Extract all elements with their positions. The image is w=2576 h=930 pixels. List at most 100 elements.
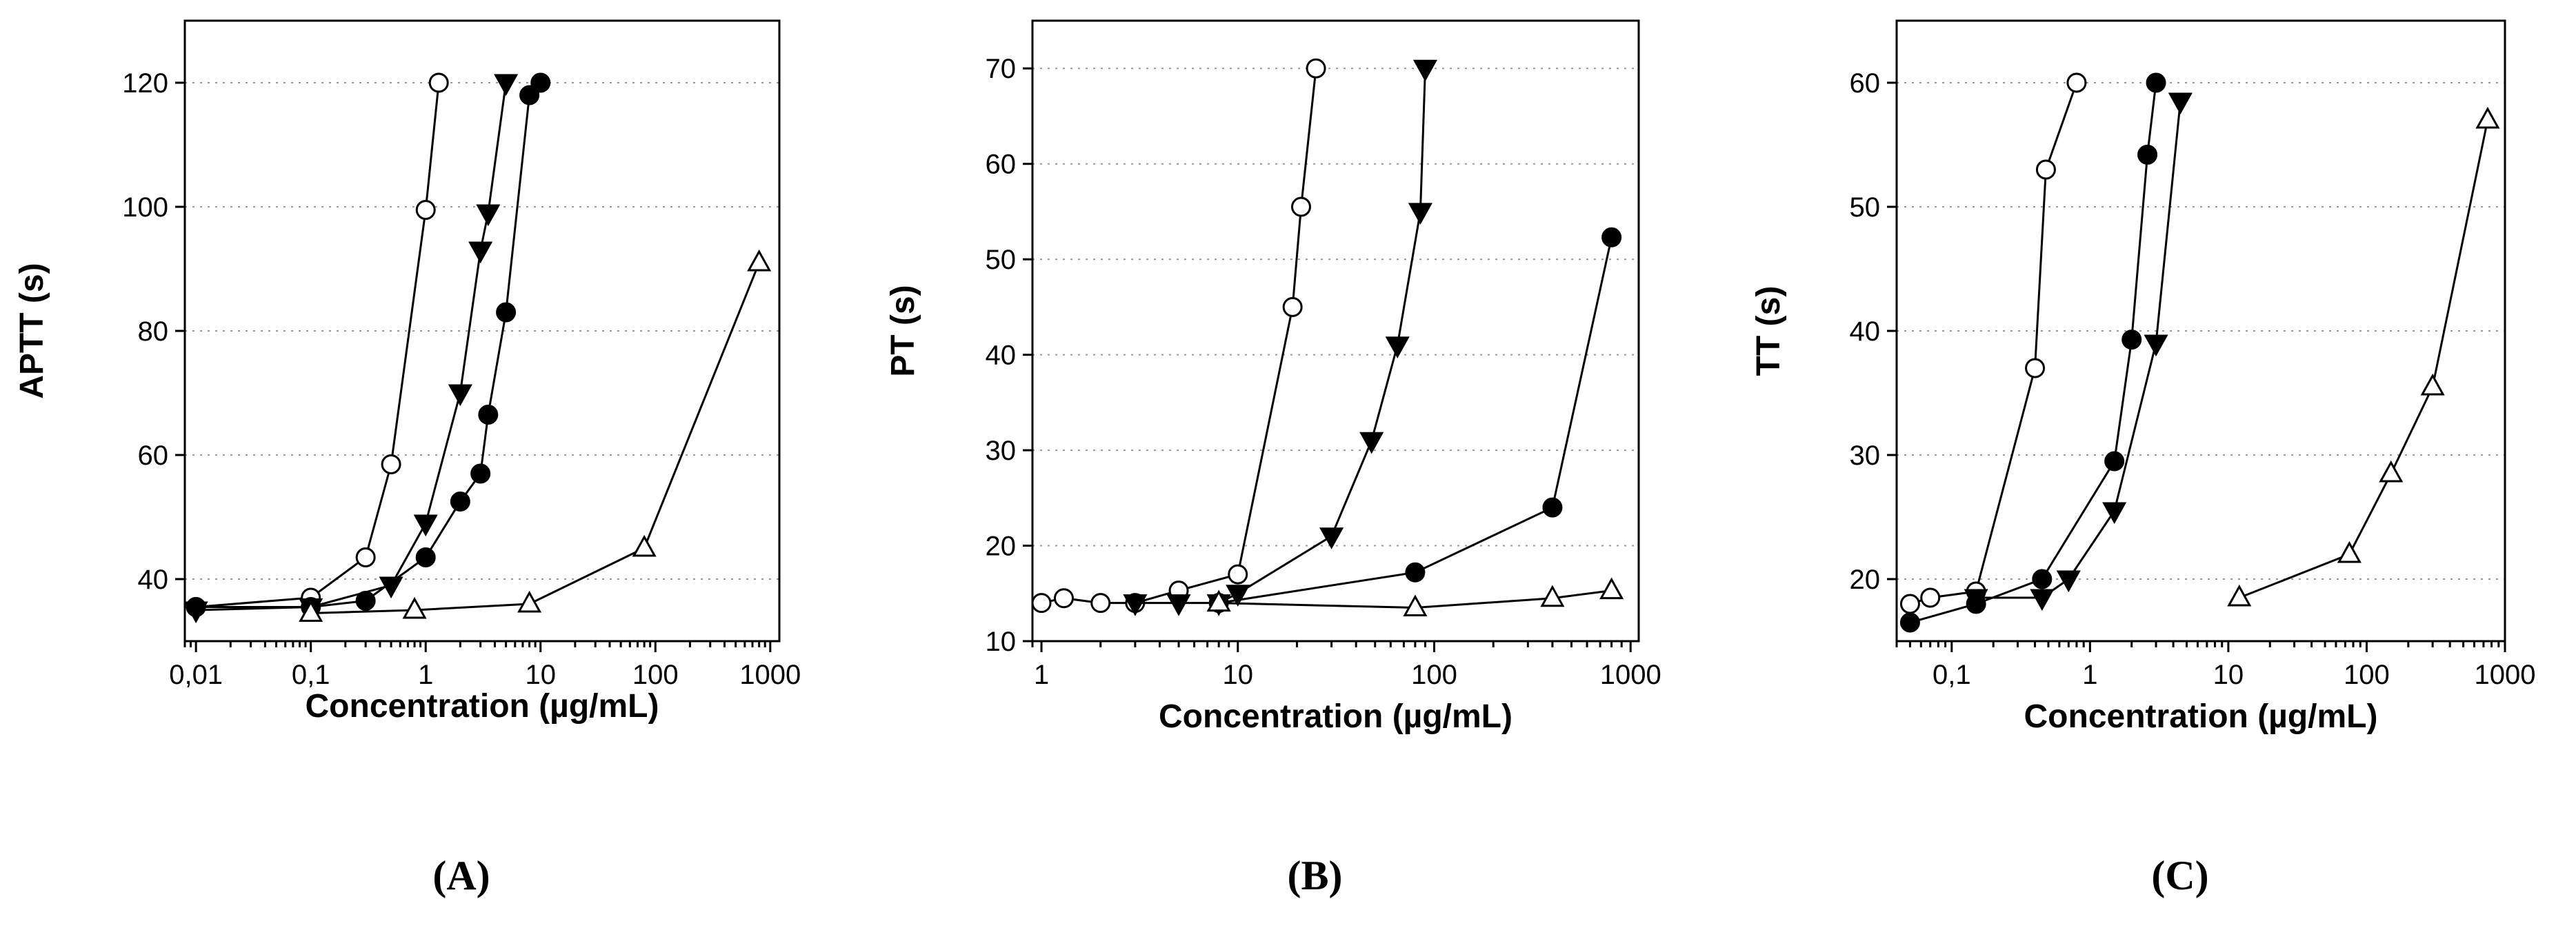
y-axis-title: PT (s) (885, 285, 921, 376)
data-point (1226, 585, 1250, 607)
data-point (355, 547, 376, 567)
series-triangle-up-open (299, 249, 772, 622)
data-point (2066, 72, 2087, 93)
data-point (1359, 432, 1384, 454)
x-tick-label: 10 (525, 660, 556, 690)
x-tick-label: 1000 (1600, 660, 1661, 690)
x-tick-label: 1 (2082, 660, 2097, 690)
data-point (478, 405, 499, 425)
series-line (1219, 589, 1612, 609)
x-tick-label: 1 (1034, 660, 1049, 690)
y-tick-label: 20 (1850, 565, 1881, 595)
y-tick-label: 120 (122, 68, 168, 99)
data-point (468, 241, 493, 264)
data-point (186, 597, 206, 617)
data-point (1540, 585, 1565, 607)
y-tick-label: 40 (138, 565, 169, 595)
y-tick-label: 80 (138, 316, 169, 347)
data-point (1282, 296, 1303, 317)
series-triangle-up-open (2227, 106, 2500, 607)
series-line (1909, 82, 2157, 624)
data-point (1123, 594, 1148, 616)
x-tick-label: 1000 (2475, 660, 2536, 690)
panel-label-a: (A) (432, 853, 490, 898)
data-point (1542, 497, 1563, 518)
data-point (2032, 569, 2053, 589)
x-axis-title: Concentration (µg/mL) (306, 688, 659, 725)
chart-panel-a: 40 60 80 100 120 0,01 0,1 1 10 100 1000 Concentrati… (14, 19, 801, 898)
data-point (413, 514, 438, 537)
x-tick-label: 0,1 (1933, 660, 1971, 690)
y-tick-label: 40 (1850, 316, 1881, 347)
series-line (1218, 236, 1613, 605)
series-circle-open (1899, 72, 2087, 614)
data-point (2146, 72, 2166, 93)
data-point (1319, 527, 1344, 549)
series-line (1976, 101, 2181, 599)
y-tick-label: 60 (986, 150, 1017, 180)
data-point (1206, 589, 1231, 612)
data-point (2035, 159, 2056, 180)
data-point (1403, 594, 1428, 617)
data-point (476, 204, 501, 227)
chart-panel-c: 20 30 40 50 60 0,1 1 10 100 1000 Concentration (µg… (1750, 19, 2536, 898)
series-circle-filled (1899, 72, 2166, 633)
data-point (2121, 330, 2142, 350)
series-line (310, 262, 761, 614)
data-point (1408, 203, 1432, 225)
data-point (517, 590, 542, 613)
y-tick-label: 10 (986, 627, 1017, 657)
series-line (196, 82, 508, 611)
x-tick-label: 100 (1411, 660, 1457, 690)
data-point (2102, 502, 2127, 525)
y-tick-label: 20 (986, 532, 1017, 562)
data-point (470, 463, 491, 484)
y-axis-title: APTT (s) (14, 263, 50, 398)
data-point (496, 302, 517, 323)
x-tick-label: 10 (2213, 660, 2244, 690)
data-point (1601, 227, 1622, 247)
data-point (2144, 334, 2168, 357)
series-triangle-down-filled (183, 74, 519, 624)
data-point (494, 74, 519, 97)
data-point (2337, 540, 2362, 563)
series-triangle-up-open (1206, 577, 1624, 617)
x-tick-label: 10 (1223, 660, 1254, 690)
y-tick-label: 50 (986, 245, 1017, 275)
data-point (1090, 593, 1111, 614)
series-line (196, 81, 541, 608)
chart-panel-b: 10 20 30 40 50 60 70 1 10 100 1000 Concentration (µ… (885, 19, 1661, 898)
data-point (1899, 612, 1920, 633)
panel-label-c: (C) (2151, 853, 2208, 898)
data-point (381, 454, 401, 474)
series-line (2239, 119, 2489, 599)
y-tick-label: 30 (1850, 441, 1881, 471)
data-point (1412, 59, 1438, 82)
data-point (1964, 589, 1988, 611)
series-line (1135, 68, 1426, 605)
data-point (1306, 58, 1326, 79)
data-point (299, 600, 323, 622)
series-triangle-down-filled (1964, 92, 2193, 611)
data-point (2379, 460, 2404, 483)
data-point (355, 591, 376, 611)
x-axis-title: Concentration (µg/mL) (2024, 698, 2378, 735)
x-tick-label: 0,01 (169, 660, 223, 690)
y-tick-label: 60 (138, 441, 169, 471)
data-point (415, 547, 436, 567)
y-tick-label: 40 (986, 341, 1017, 371)
data-point (402, 596, 427, 619)
y-tick-label: 100 (122, 192, 168, 223)
data-point (415, 200, 436, 220)
data-point (2137, 144, 2158, 165)
series-line (1909, 82, 2078, 605)
y-tick-label: 70 (986, 54, 1017, 84)
series-line (195, 82, 440, 608)
data-point (448, 384, 472, 407)
data-point (1228, 564, 1248, 585)
series-circle-filled (1208, 227, 1622, 614)
data-point (1599, 577, 1624, 600)
data-point (632, 534, 657, 557)
y-tick-label: 50 (1850, 192, 1881, 223)
